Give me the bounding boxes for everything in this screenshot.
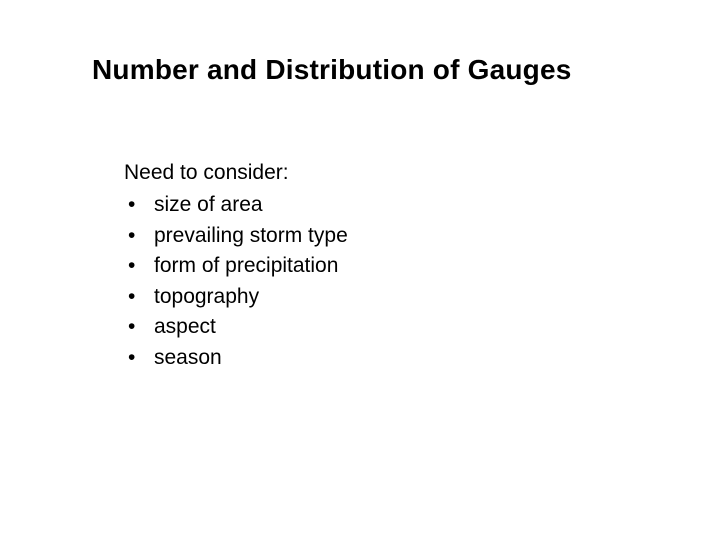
bullet-icon: •	[128, 190, 135, 220]
list-item: • topography	[124, 282, 348, 312]
bullet-icon: •	[128, 343, 135, 373]
list-item-label: season	[154, 346, 222, 369]
slide-body: Need to consider: • size of area • preva…	[124, 158, 348, 373]
bullet-icon: •	[128, 282, 135, 312]
list-item-label: topography	[154, 285, 259, 308]
bullet-list: • size of area • prevailing storm type •…	[124, 190, 348, 373]
list-item-label: prevailing storm type	[154, 224, 348, 247]
list-item-label: size of area	[154, 193, 263, 216]
intro-text: Need to consider:	[124, 158, 348, 188]
list-item: • prevailing storm type	[124, 221, 348, 251]
list-item: • form of precipitation	[124, 251, 348, 281]
slide: Number and Distribution of Gauges Need t…	[0, 0, 720, 540]
list-item: • size of area	[124, 190, 348, 220]
bullet-icon: •	[128, 221, 135, 251]
list-item-label: form of precipitation	[154, 254, 338, 277]
list-item-label: aspect	[154, 315, 216, 338]
list-item: • season	[124, 343, 348, 373]
slide-title: Number and Distribution of Gauges	[92, 54, 572, 86]
bullet-icon: •	[128, 251, 135, 281]
bullet-icon: •	[128, 312, 135, 342]
list-item: • aspect	[124, 312, 348, 342]
